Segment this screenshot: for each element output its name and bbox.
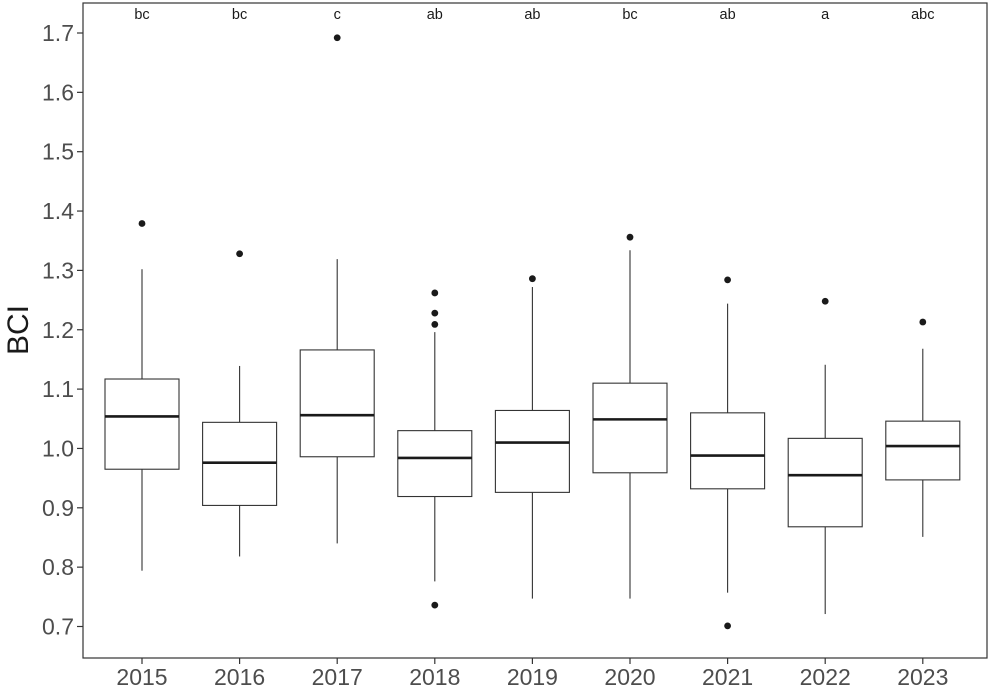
y-tick-label: 0.9 bbox=[42, 495, 74, 521]
outlier-point bbox=[626, 233, 634, 241]
box-2018: ab bbox=[397, 7, 473, 609]
iqr-box bbox=[104, 378, 180, 470]
outlier-point bbox=[431, 289, 439, 297]
outlier-point bbox=[431, 309, 439, 317]
plot-layer: bc bc c ab ab bc ab a abc bbox=[104, 7, 961, 630]
iqr-box bbox=[494, 409, 570, 493]
box-2015: bc bbox=[104, 7, 180, 571]
x-tick-label: 2021 bbox=[702, 664, 753, 690]
iqr-box bbox=[787, 437, 863, 528]
x-tick-label: 2016 bbox=[214, 664, 265, 690]
box-2022: a bbox=[787, 7, 863, 615]
y-tick-label: 0.7 bbox=[42, 614, 74, 640]
box-2020: bc bbox=[592, 7, 668, 599]
outlier-point bbox=[431, 601, 439, 609]
y-tick-label: 0.8 bbox=[42, 554, 74, 580]
outlier-point bbox=[529, 275, 536, 283]
box-2016: bc bbox=[202, 7, 278, 557]
y-tick-label: 1.4 bbox=[42, 198, 74, 224]
iqr-box bbox=[690, 412, 766, 490]
y-tick-label: 1.3 bbox=[42, 257, 74, 283]
group-letter: bc bbox=[622, 7, 637, 23]
iqr-box bbox=[885, 420, 961, 481]
box-2017: c bbox=[299, 7, 375, 544]
outlier-point bbox=[919, 318, 927, 326]
x-tick-label: 2015 bbox=[116, 664, 167, 690]
outlier-point bbox=[236, 250, 244, 258]
outlier-point bbox=[333, 34, 341, 42]
box-2023: abc bbox=[885, 7, 961, 537]
outlier-point bbox=[724, 622, 731, 630]
x-tick-label: 2023 bbox=[897, 664, 948, 690]
y-tick-label: 1.1 bbox=[42, 376, 74, 402]
outlier-point bbox=[431, 321, 439, 328]
x-tick-label: 2020 bbox=[604, 664, 655, 690]
group-letter: ab bbox=[524, 7, 540, 23]
plot-panel-border bbox=[82, 2, 988, 659]
box-2019: ab bbox=[494, 7, 570, 599]
y-tick-label: 1.2 bbox=[42, 317, 74, 343]
axis-layer: 0.7 0.8 0.9 1.0 1.1 1.2 1.3 1.4 1.5 1.6 1.7 2015 201… bbox=[42, 20, 948, 690]
group-letter: bc bbox=[134, 7, 149, 23]
y-tick-label: 1.5 bbox=[42, 139, 74, 165]
y-axis-label: BCI bbox=[2, 305, 35, 355]
y-tick-label: 1.6 bbox=[42, 79, 74, 105]
iqr-box bbox=[299, 349, 375, 458]
group-letter: bc bbox=[232, 7, 247, 23]
group-letter: c bbox=[334, 7, 341, 23]
x-tick-label: 2017 bbox=[312, 664, 363, 690]
outlier-point bbox=[138, 220, 146, 227]
x-tick-label: 2018 bbox=[409, 664, 460, 690]
x-tick-label: 2019 bbox=[507, 664, 558, 690]
group-letter: ab bbox=[720, 7, 736, 23]
iqr-box bbox=[397, 430, 473, 498]
outlier-point bbox=[821, 297, 829, 305]
y-tick-label: 1.7 bbox=[42, 20, 74, 46]
group-letter: abc bbox=[911, 7, 934, 23]
group-letter: a bbox=[821, 7, 830, 23]
y-tick-label: 1.0 bbox=[42, 435, 74, 461]
x-tick-label: 2022 bbox=[800, 664, 851, 690]
iqr-box bbox=[592, 382, 668, 474]
outlier-point bbox=[724, 276, 731, 284]
group-letter: ab bbox=[427, 7, 443, 23]
box-2021: ab bbox=[690, 7, 766, 630]
